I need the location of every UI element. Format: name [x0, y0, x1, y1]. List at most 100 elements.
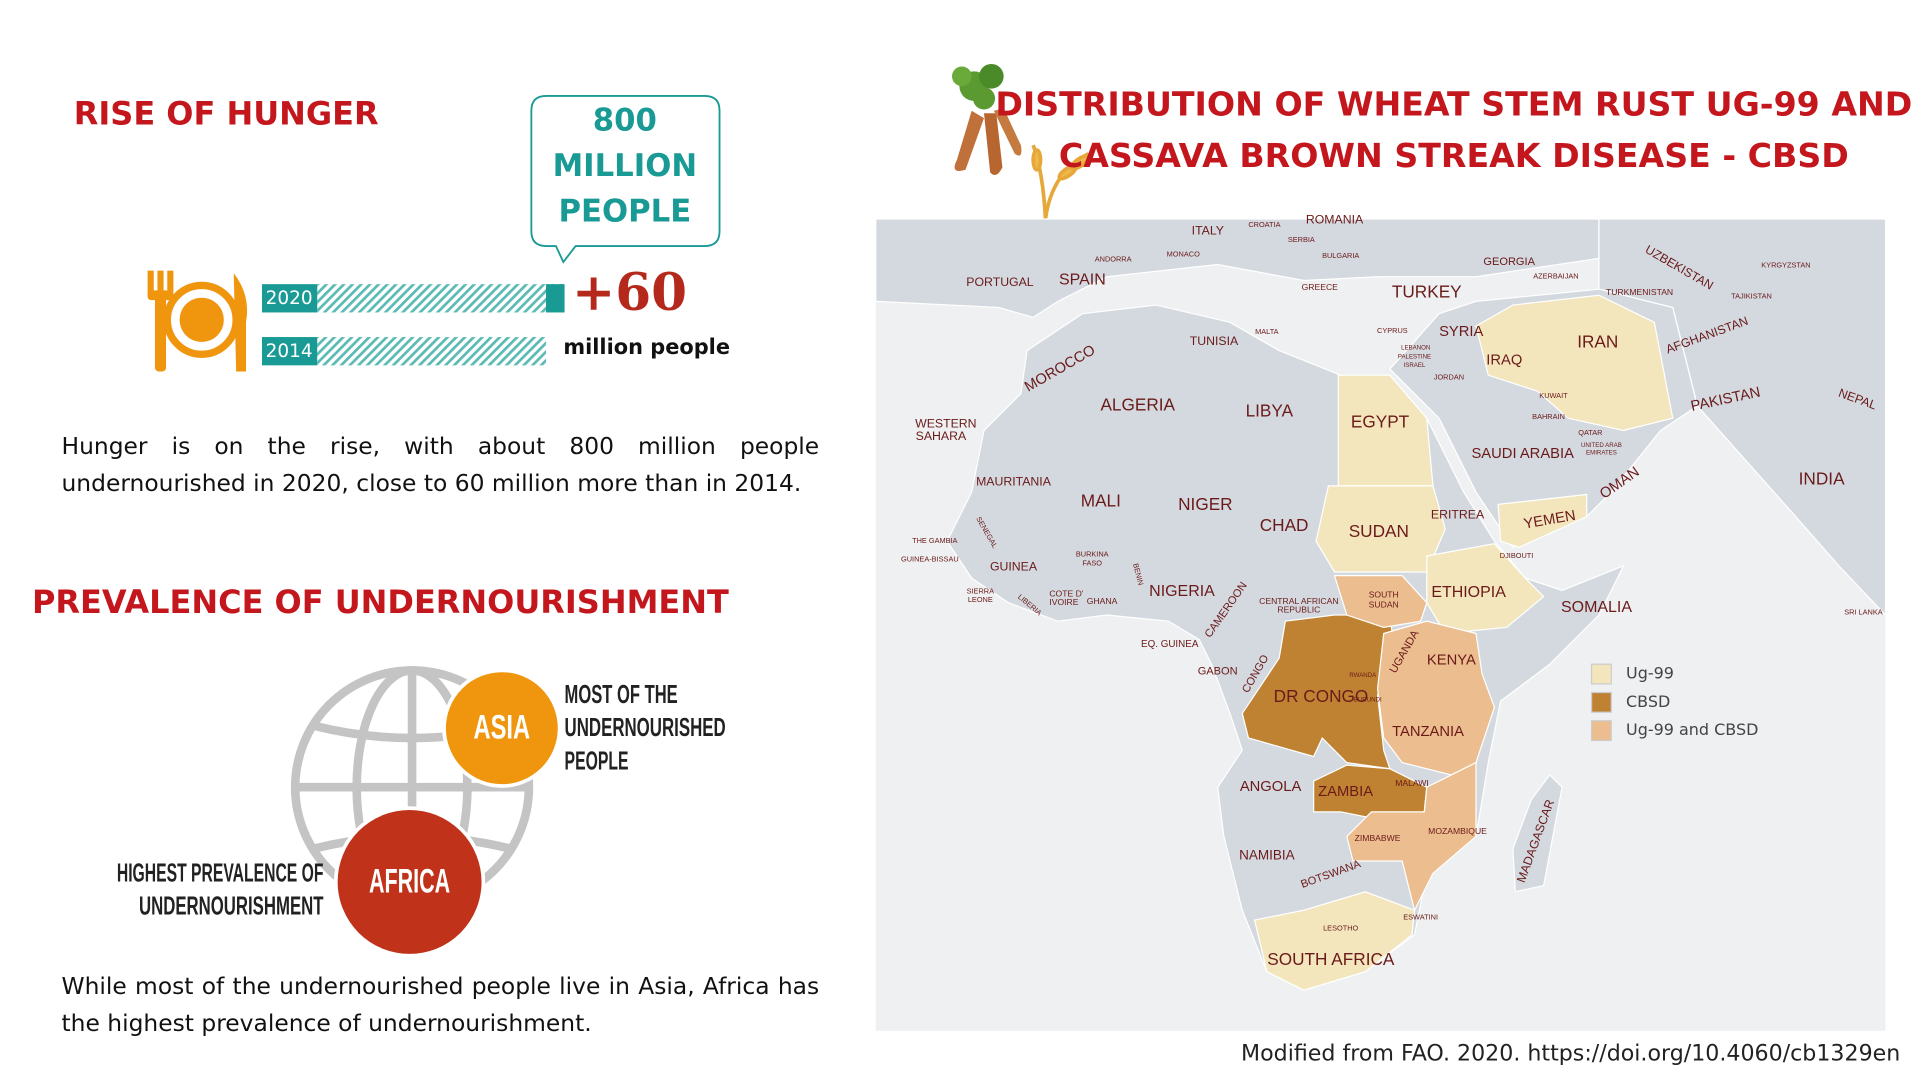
bar: [317, 284, 565, 313]
country-label: SAHARA: [916, 429, 967, 443]
paragraph-box: Hunger is on the rise, with about 800 mi…: [61, 432, 820, 497]
callout-bubble: [530, 95, 721, 264]
paragraph: Hunger is on the rise, with about 800 mi…: [61, 432, 820, 497]
legend-swatch: [1590, 720, 1612, 742]
bar: [317, 337, 547, 366]
country-label: PORTUGAL: [966, 275, 1034, 289]
country-label: TAJIKISTAN: [1731, 291, 1772, 300]
country-label: UNITED ARAB: [1581, 442, 1622, 449]
country-label: NIGER: [1178, 494, 1232, 514]
legend-label: CBSD: [1626, 692, 1670, 711]
country-label: ETHIOPIA: [1431, 584, 1506, 601]
country-label: MALI: [1081, 490, 1121, 510]
country-label: BURKINA: [1076, 550, 1109, 559]
disease-region: [1346, 761, 1477, 912]
africa-note: HIGHEST PREVALENCE OF: [117, 859, 324, 887]
country-label: CENTRAL AFRICAN: [1259, 596, 1338, 606]
country-label: BAHRAIN: [1532, 412, 1565, 421]
country-label: LEBANON: [1401, 345, 1430, 352]
country-label: ITALY: [1192, 224, 1224, 238]
country-label: AZERBAIJAN: [1533, 272, 1578, 281]
country-label: SYRIA: [1439, 324, 1483, 340]
bar-increase: [546, 284, 565, 313]
country-label: EQ. GUINEA: [1141, 639, 1199, 650]
country-label: LIBYA: [1246, 401, 1294, 421]
prevalence-title: PREVALENCE OF UNDERNOURISHMENT: [32, 583, 729, 621]
country-label: ERITREA: [1431, 508, 1485, 522]
africa-circle: [333, 806, 486, 958]
country-label: SAUDI ARABIA: [1471, 446, 1574, 462]
disease-region: [1241, 614, 1397, 770]
legend-label: Ug-99: [1626, 664, 1674, 683]
country-label: PALESTINE: [1398, 353, 1431, 360]
country-label: DJIBOUTI: [1500, 551, 1534, 560]
country-label: DR CONGO: [1274, 686, 1369, 706]
country-label: FASO: [1082, 558, 1102, 567]
country-label: CHAD: [1260, 515, 1309, 535]
asia-label: ASIA: [474, 709, 531, 747]
country-label: SIERRA: [967, 587, 994, 596]
country-label: MONACO: [1167, 250, 1200, 259]
hunger-title: RISE OF HUNGER: [74, 95, 379, 133]
country-label: MALAWI: [1395, 778, 1429, 788]
map: ROMANIA ITALY CROATIA SERBIA BULGARIA ANDORRA…: [875, 212, 1887, 1031]
asia-note: MOST OF THE: [565, 681, 678, 709]
disease-region: [1337, 374, 1434, 487]
country-label: WESTERN: [915, 417, 976, 431]
country-label: GREECE: [1302, 282, 1339, 292]
country-label: SUDAN: [1369, 599, 1399, 609]
country-label: SUDAN: [1349, 521, 1409, 541]
paragraph-box: While most of the undernourished people …: [61, 973, 819, 1037]
country-label: GUINEA: [990, 559, 1038, 573]
country-label: EGYPT: [1351, 412, 1410, 432]
country-label: SOMALIA: [1561, 599, 1632, 616]
africa-note: UNDERNOURISHMENT: [139, 893, 324, 921]
wheat-icon: [1031, 144, 1091, 220]
asia-note: PEOPLE: [565, 747, 629, 775]
country-label: SPAIN: [1059, 272, 1106, 289]
country-label: BURUNDI: [1354, 697, 1382, 704]
map-title: DISTRIBUTION OF WHEAT STEM RUST UG-99 AN…: [995, 84, 1912, 123]
bar-chart: 2020 2014: [261, 284, 565, 366]
legend-label: Ug-99 and CBSD: [1626, 720, 1758, 739]
country-label: TUNISIA: [1190, 334, 1239, 348]
country-label: GEORGIA: [1483, 256, 1535, 268]
country-label: QATAR: [1578, 428, 1602, 437]
disease-region: [1497, 493, 1588, 549]
country-label: ZAMBIA: [1318, 784, 1373, 800]
country-label: NIGERIA: [1149, 583, 1215, 600]
country-label: MAURITANIA: [976, 474, 1052, 488]
callout-line: PEOPLE: [558, 193, 691, 229]
disease-region: [1253, 891, 1416, 991]
country-label: SRI LANKA: [1844, 608, 1883, 617]
country-label: BULGARIA: [1322, 251, 1359, 260]
increase-unit: million people: [563, 335, 730, 359]
country-label: THE GAMBIA: [912, 536, 957, 545]
country-label: SOUTH: [1369, 590, 1399, 600]
country-label: IRAQ: [1486, 352, 1522, 368]
country-label: MOZAMBIQUE: [1428, 826, 1487, 836]
country-label: CYPRUS: [1377, 326, 1408, 335]
callout-line: MILLION: [553, 148, 697, 184]
plate-icon: [147, 270, 248, 372]
asia-note: UNDERNOURISHED: [565, 714, 726, 742]
country-label: SERBIA: [1288, 235, 1315, 244]
year-box: [261, 284, 318, 313]
country-label: RWANDA: [1349, 672, 1377, 679]
source: Modified from FAO. 2020. https://doi.org…: [1241, 1041, 1900, 1067]
country-label: NAMIBIA: [1239, 848, 1295, 863]
disease-region: [1475, 294, 1674, 432]
asia-circle: [442, 668, 562, 788]
country-label: ROMANIA: [1306, 212, 1364, 226]
country-label: ESWATINI: [1403, 913, 1438, 922]
country-label: REPUBLIC: [1277, 604, 1320, 614]
land: [1512, 773, 1563, 893]
country-label: ANGOLA: [1240, 779, 1302, 795]
country-label: TURKEY: [1392, 281, 1462, 301]
country-label: LEONE: [968, 595, 993, 604]
year-box: [261, 337, 318, 366]
map-title: CASSAVA BROWN STREAK DISEASE - CBSD: [1059, 136, 1849, 175]
country-label: GUINEA-BISSAU: [901, 555, 959, 564]
